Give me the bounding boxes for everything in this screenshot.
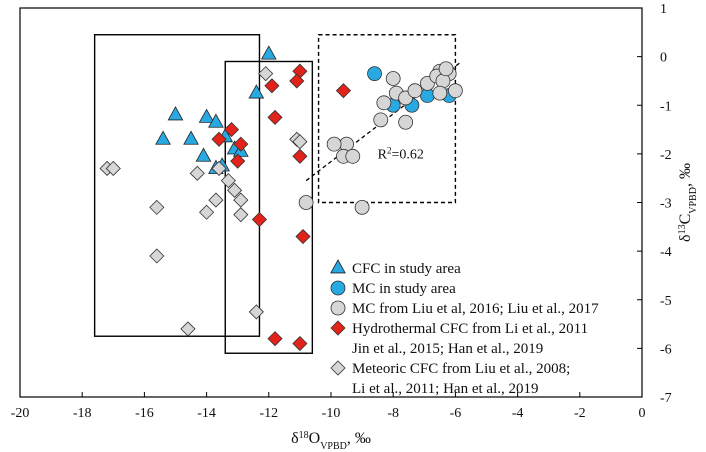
- point-series5-14: [180, 321, 196, 337]
- x-tick-label: -2: [574, 406, 586, 421]
- legend-label-7: Li et al., 2011; Han et al., 2019: [352, 381, 538, 397]
- legend-marker-6: [330, 360, 346, 376]
- point-series3-21: [354, 199, 370, 215]
- point-series5-15: [248, 304, 264, 320]
- point-series5-11: [233, 207, 249, 223]
- point-series1-3: [167, 106, 184, 121]
- point-series3-4: [407, 83, 423, 99]
- point-series3-12: [438, 61, 454, 77]
- point-series4-8: [223, 121, 240, 138]
- data-points: [99, 45, 463, 352]
- point-series5-3: [105, 160, 121, 177]
- point-series1-1: [260, 45, 277, 60]
- x-tick-label: -4: [512, 406, 524, 421]
- point-series5-4: [189, 165, 205, 181]
- legend-label-5: Jin et al., 2015; Han et al., 2019: [352, 341, 543, 357]
- point-series3-14: [376, 95, 392, 111]
- point-series1-5: [198, 108, 215, 123]
- x-tick-label: -10: [322, 406, 341, 421]
- legend-marker-2: [330, 280, 346, 296]
- point-series5-1: [258, 66, 274, 82]
- point-series4-5: [267, 109, 283, 125]
- point-series5-9: [208, 192, 224, 208]
- point-series5-13: [149, 248, 165, 264]
- legend-marker-1: [330, 259, 346, 274]
- point-series4-10: [230, 153, 246, 169]
- point-series3-16: [398, 114, 414, 130]
- point-series5-8: [233, 192, 249, 208]
- r-squared-annotation: R2=0.62: [378, 146, 424, 163]
- point-series5-10: [199, 204, 215, 220]
- legend-marker-4: [330, 320, 346, 336]
- legend-marker-3: [330, 300, 346, 316]
- point-series1-10: [195, 147, 212, 162]
- point-series4-3: [289, 73, 305, 89]
- y-tick-label: -7: [660, 391, 672, 406]
- legend-label-2: MC in study area: [352, 281, 456, 297]
- x-tick-label: -18: [73, 406, 92, 421]
- y-tick-label: -1: [660, 99, 672, 114]
- point-series3-18: [326, 136, 342, 152]
- y-tick-label: -2: [660, 148, 672, 163]
- y-tick-label: -5: [660, 294, 672, 309]
- point-series5-5: [211, 160, 227, 177]
- y-tick-label: -4: [660, 245, 672, 260]
- point-series3-11: [435, 73, 451, 89]
- x-axis-label: δ18OVPBD, ‰: [291, 430, 371, 452]
- legend-label-4: Hydrothermal CFC from Li et al., 2011: [352, 321, 588, 337]
- y-tick-label: 1: [660, 2, 667, 17]
- x-axis-ticks: -20 -18 -16 -14 -12 -10 -8 -6 -4 -2 0: [11, 392, 646, 421]
- range-boxes: [93, 34, 457, 354]
- x-tick-label: -6: [450, 406, 462, 421]
- point-series3-13: [432, 85, 448, 101]
- point-series5-7: [227, 182, 243, 198]
- y-axis-ticks: 1 0 -1 -2 -3 -4 -5 -6 -7: [637, 2, 672, 406]
- point-series3-15: [373, 112, 389, 128]
- point-series4-1: [335, 83, 352, 99]
- point-series1-7: [208, 113, 224, 128]
- x-tick-label: -8: [387, 406, 399, 421]
- x-tick-label: -12: [259, 406, 278, 421]
- point-series2-1: [367, 66, 382, 82]
- point-series1-6: [183, 130, 199, 145]
- legend-label-3: MC from Liu et al, 2016; Liu et al., 201…: [352, 301, 599, 317]
- legend-label-6: Meteoric CFC from Liu et al., 2008;: [352, 361, 570, 377]
- point-series5-17: [292, 134, 308, 150]
- point-series5-12: [149, 199, 165, 215]
- point-series4-12: [295, 228, 311, 245]
- range-box-3: [317, 34, 457, 204]
- point-series3-9: [447, 83, 463, 99]
- range-box-1: [93, 34, 261, 337]
- range-box-2: [224, 60, 314, 354]
- point-series1-4: [155, 130, 171, 145]
- point-series5-6: [220, 173, 236, 189]
- point-series4-4: [264, 78, 280, 94]
- y-tick-label: 0: [660, 51, 667, 66]
- point-series4-7: [211, 131, 227, 147]
- point-series4-9: [233, 136, 249, 152]
- x-tick-label: -20: [11, 406, 30, 421]
- y-axis-label: δ13CVPBD, ‰: [677, 163, 699, 242]
- point-series3-22: [298, 195, 314, 210]
- x-tick-label: -16: [135, 406, 154, 421]
- point-series1-2: [248, 84, 265, 99]
- y-tick-label: -6: [660, 342, 672, 357]
- point-series3-20: [345, 148, 361, 164]
- point-series4-14: [292, 335, 308, 352]
- x-tick-label: -14: [197, 406, 216, 421]
- point-series3-1: [385, 71, 401, 86]
- x-tick-label: 0: [639, 406, 646, 421]
- legend-label-1: CFC in study area: [352, 261, 461, 277]
- point-series4-11: [251, 211, 268, 228]
- y-tick-label: -3: [660, 197, 672, 212]
- point-series4-6: [292, 148, 308, 164]
- legend: CFC in study area MC in study area MC from…: [330, 259, 599, 397]
- point-series4-13: [267, 331, 283, 347]
